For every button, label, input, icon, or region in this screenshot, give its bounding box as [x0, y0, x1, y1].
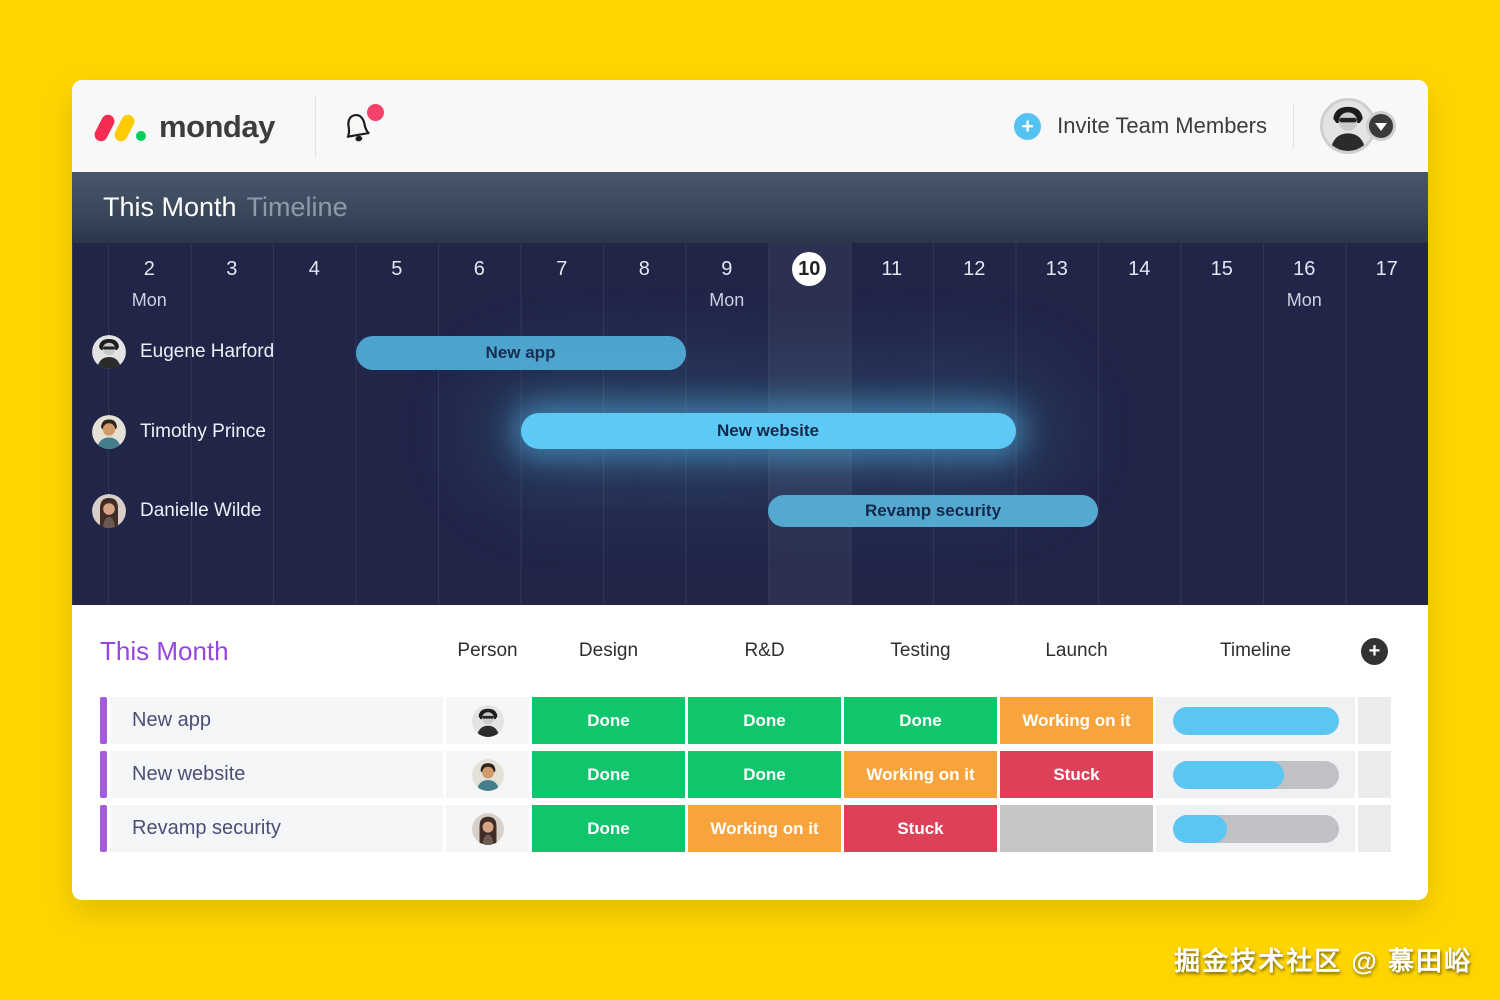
status-cell-testing[interactable]: Stuck [844, 805, 997, 852]
invite-team-members-button[interactable]: + Invite Team Members [1014, 112, 1267, 140]
account-menu-button[interactable] [1366, 111, 1396, 141]
brand-name: monday [159, 108, 275, 144]
notification-dot [366, 104, 384, 121]
person-cell[interactable] [446, 697, 529, 744]
person-cell[interactable] [446, 805, 529, 852]
timeline-titlebar: This Month Timeline [72, 172, 1428, 243]
status-cell-launch[interactable]: Working on it [1000, 697, 1153, 744]
item-name-cell[interactable]: Revamp security [110, 805, 443, 852]
avatar-eugene [471, 704, 504, 737]
gantt-bar-new-app[interactable]: New app [355, 336, 686, 370]
row-accent [100, 805, 107, 852]
today-marker: 10 [768, 252, 851, 311]
extra-cell [1358, 751, 1391, 798]
day-cell: 14 [1128, 258, 1151, 280]
avatar-photo [1323, 101, 1373, 151]
table-row: Revamp security Done Working on it Stuck [100, 805, 1428, 852]
status-cell-testing[interactable]: Working on it [844, 751, 997, 798]
day-cell: 3 [226, 258, 238, 280]
timeline-grid: 2 Mon 3 4 5 6 7 8 9 Mon 10 11 12 13 14 15 … [72, 243, 1428, 605]
extra-cell [1358, 805, 1391, 852]
column-header-rd: R&D [744, 640, 785, 661]
status-cell-launch[interactable] [1000, 805, 1153, 852]
header-divider [1293, 104, 1294, 148]
person-row: Danielle Wilde [92, 494, 261, 528]
avatar-danielle [92, 494, 126, 528]
day-cell: 12 [963, 258, 986, 280]
status-cell-design[interactable]: Done [532, 805, 685, 852]
avatar-timothy [471, 758, 504, 791]
notifications-button[interactable] [342, 104, 384, 146]
view-name: Timeline [246, 192, 348, 222]
column-header-launch: Launch [1045, 640, 1108, 661]
chevron-down-icon [1375, 123, 1387, 131]
status-cell-design[interactable]: Done [532, 697, 685, 744]
day-cell: 16 Mon [1286, 258, 1322, 310]
column-header-design: Design [578, 640, 639, 661]
table-header: This Month Person Design R&D Testing Lau… [100, 605, 1428, 697]
status-cell-launch[interactable]: Stuck [1000, 751, 1153, 798]
item-name-cell[interactable]: New website [110, 751, 443, 798]
header-divider [314, 95, 316, 157]
bell-icon [346, 113, 370, 142]
person-row: Eugene Harford [92, 335, 274, 369]
progress-bar [1172, 706, 1339, 735]
person-cell[interactable] [446, 751, 529, 798]
day-cell: 2 Mon [131, 258, 167, 310]
column-header-testing: Testing [890, 640, 951, 661]
monday-app-window: monday + Invite Team Members [72, 80, 1428, 900]
add-column-button[interactable]: + [1361, 637, 1388, 665]
row-accent [100, 697, 107, 744]
gantt-bar-new-website[interactable]: New website [520, 413, 1016, 449]
board-title: This Month [103, 192, 237, 222]
item-name-cell[interactable]: New app [110, 697, 443, 744]
plus-icon: + [1014, 112, 1042, 140]
timeline-progress-cell [1156, 751, 1355, 798]
timeline-progress-cell [1156, 697, 1355, 744]
day-cell: 6 [473, 258, 485, 280]
person-name: Eugene Harford [140, 341, 275, 362]
status-cell-rd[interactable]: Done [688, 697, 841, 744]
person-name: Danielle Wilde [140, 500, 262, 521]
day-cell: 15 [1210, 258, 1233, 280]
day-cell: 4 [308, 258, 320, 280]
progress-bar [1172, 814, 1339, 843]
status-cell-rd[interactable]: Done [688, 751, 841, 798]
timeline-progress-cell [1156, 805, 1355, 852]
day-cell: 17 [1375, 258, 1398, 280]
watermark-text: 掘金技术社区 @ 慕田峪 [1174, 946, 1472, 976]
board-table: This Month Person Design R&D Testing Lau… [72, 605, 1428, 852]
status-cell-design[interactable]: Done [532, 751, 685, 798]
day-cell: 8 [638, 258, 650, 280]
status-cell-rd[interactable]: Working on it [688, 805, 841, 852]
status-cell-testing[interactable]: Done [844, 697, 997, 744]
gantt-bar-revamp-security[interactable]: Revamp security [768, 495, 1098, 527]
extra-cell [1358, 697, 1391, 744]
table-row: New app Done Done Done Working on it [100, 697, 1428, 744]
app-header: monday + Invite Team Members [72, 80, 1428, 172]
avatar-timothy [92, 415, 126, 449]
progress-bar [1172, 760, 1339, 789]
day-cell: 7 [556, 258, 568, 280]
date-header-row: 2 Mon 3 4 5 6 7 8 9 Mon 10 11 12 13 14 15 … [108, 252, 1428, 311]
row-accent [100, 751, 107, 798]
group-title: This Month [100, 635, 229, 666]
table-row: New website Done Done Working on it Stuc… [100, 751, 1428, 798]
person-row: Timothy Prince [92, 415, 266, 449]
day-cell: 9 Mon [709, 258, 745, 310]
day-cell: 5 [391, 258, 403, 280]
avatar-danielle [471, 812, 504, 845]
invite-label: Invite Team Members [1057, 113, 1267, 138]
avatar-eugene [92, 335, 126, 369]
day-cell: 11 [881, 258, 903, 280]
person-name: Timothy Prince [140, 421, 266, 442]
monday-logo: monday [92, 108, 275, 144]
column-header-timeline: Timeline [1219, 640, 1292, 661]
day-cell: 13 [1045, 258, 1068, 280]
column-header-person: Person [457, 640, 518, 661]
monday-logo-icon [92, 112, 146, 143]
